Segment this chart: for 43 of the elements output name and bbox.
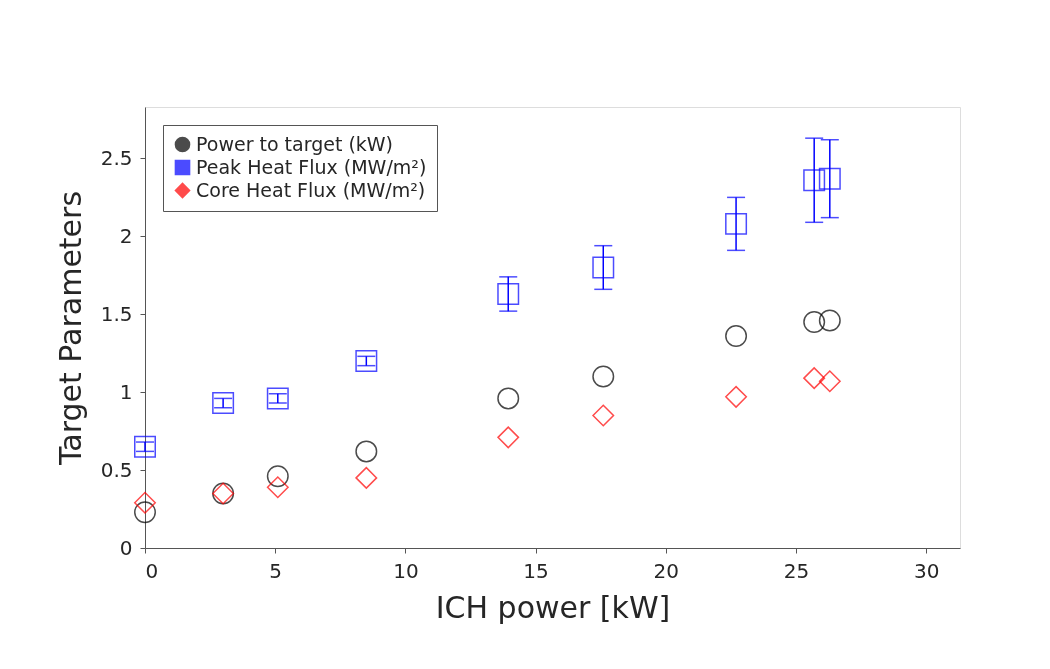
point [818, 167, 841, 190]
x-tick-label: 20 [653, 558, 679, 583]
y-tick-label: 2.5 [100, 145, 133, 170]
point [592, 365, 615, 388]
x-tick-label: 0 [145, 558, 159, 583]
x-tick-label: 25 [783, 558, 810, 583]
point [725, 385, 748, 408]
y-tick-label: 2 [119, 223, 133, 248]
point [497, 387, 520, 410]
point [266, 387, 289, 410]
y-tick-label: 1 [119, 379, 133, 404]
point [818, 309, 841, 332]
legend-label: Power to target (kW) [196, 132, 394, 155]
point [497, 426, 520, 449]
point [497, 283, 520, 305]
y-tick-label: 0.5 [100, 457, 133, 482]
point [725, 325, 748, 348]
point [355, 350, 378, 372]
y-axis-title: Target Parameters [52, 190, 88, 467]
point [803, 169, 826, 192]
x-tick-label: 15 [523, 558, 549, 583]
point [212, 392, 235, 415]
legend-label: Core Heat Flux (MW/m²) [196, 178, 426, 201]
point [725, 212, 748, 235]
point [803, 367, 826, 390]
legend-label: Peak Heat Flux (MW/m²) [196, 155, 427, 178]
point [266, 476, 289, 499]
point [592, 256, 615, 279]
x-tick-label: 5 [269, 558, 283, 583]
point [592, 404, 615, 427]
point [355, 466, 378, 489]
point [355, 440, 378, 463]
point [803, 311, 826, 334]
point [134, 491, 156, 514]
y-tick-label: 1.5 [100, 301, 133, 326]
point [266, 465, 289, 488]
x-tick-label: 10 [393, 558, 419, 583]
point [818, 370, 841, 393]
x-tick-label: 30 [913, 558, 940, 583]
y-tick-label: 0 [119, 535, 133, 560]
x-axis-title: ICH power [kW] [435, 589, 671, 625]
point [134, 435, 156, 458]
point [134, 501, 156, 524]
